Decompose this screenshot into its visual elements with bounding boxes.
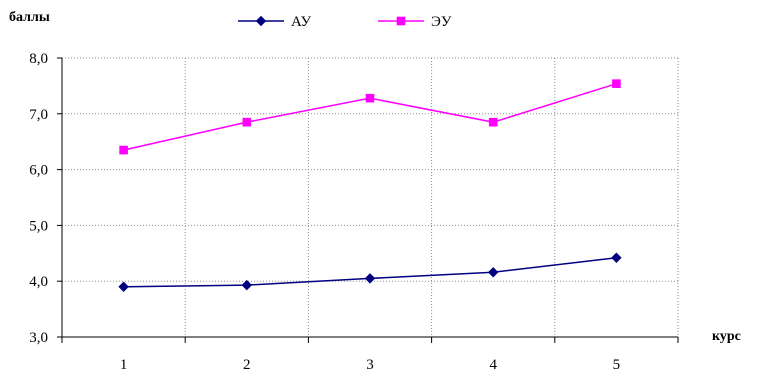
axes bbox=[57, 57, 679, 343]
data-point bbox=[364, 273, 376, 284]
y-tick-labels: 3,0 4,0 5,0 6,0 7,0 8,0 bbox=[29, 51, 48, 346]
series-group bbox=[118, 79, 622, 292]
x-tick-label: 4 bbox=[489, 357, 497, 373]
series-line bbox=[123, 82, 617, 151]
legend-item-2: ЭУ bbox=[378, 14, 452, 30]
y-tick-label: 3,0 bbox=[29, 330, 48, 346]
x-tick-labels: 1 2 3 4 5 bbox=[120, 357, 620, 373]
legend-label: ЭУ bbox=[431, 14, 452, 30]
legend-marker bbox=[255, 15, 267, 27]
data-point bbox=[612, 79, 621, 88]
legend-label: АУ bbox=[291, 14, 312, 30]
data-point bbox=[611, 252, 622, 263]
y-axis-title: баллы bbox=[9, 10, 50, 25]
data-point bbox=[118, 281, 129, 292]
y-tick-label: 5,0 bbox=[29, 218, 48, 234]
legend: АУ ЭУ bbox=[238, 14, 452, 30]
data-point bbox=[365, 93, 375, 103]
series-2 bbox=[119, 79, 621, 155]
legend-item-1: АУ bbox=[238, 14, 312, 30]
x-tick-label: 5 bbox=[613, 357, 621, 373]
data-point bbox=[241, 279, 253, 291]
y-tick-label: 6,0 bbox=[29, 163, 48, 179]
y-tick-label: 4,0 bbox=[29, 274, 48, 290]
series-1 bbox=[118, 252, 622, 292]
y-tick-label: 8,0 bbox=[29, 51, 48, 67]
x-axis-title: курс bbox=[712, 329, 741, 344]
data-point bbox=[487, 267, 499, 278]
legend-marker bbox=[396, 16, 406, 26]
x-tick-label: 3 bbox=[366, 357, 374, 373]
data-point bbox=[488, 117, 498, 127]
data-point bbox=[119, 145, 128, 155]
x-tick-label: 1 bbox=[120, 357, 128, 373]
x-tick-label: 2 bbox=[243, 357, 251, 373]
y-tick-label: 7,0 bbox=[29, 107, 48, 123]
grid-lines bbox=[62, 57, 679, 337]
data-point bbox=[242, 117, 252, 127]
